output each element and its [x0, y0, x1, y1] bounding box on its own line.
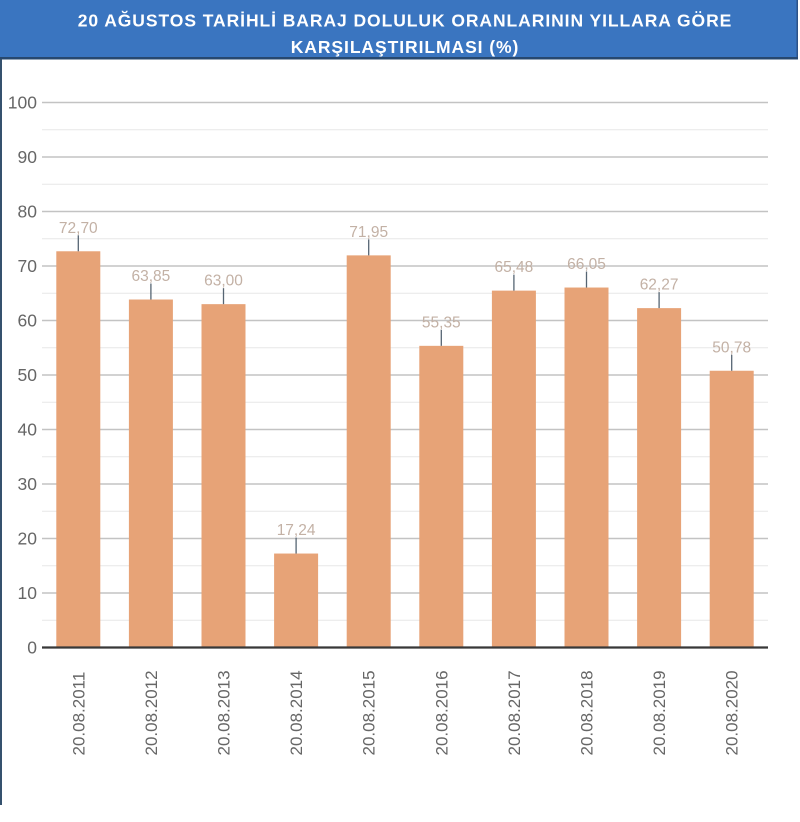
svg-text:20.08.2016: 20.08.2016 [432, 670, 451, 755]
svg-text:71,95: 71,95 [349, 224, 388, 241]
svg-text:20.08.2018: 20.08.2018 [578, 670, 597, 755]
svg-text:0: 0 [27, 638, 37, 658]
svg-text:20.08.2012: 20.08.2012 [142, 670, 161, 755]
svg-text:20.08.2014: 20.08.2014 [287, 670, 306, 755]
svg-text:20.08.2011: 20.08.2011 [69, 672, 88, 756]
svg-text:20: 20 [18, 529, 38, 549]
svg-text:66,05: 66,05 [567, 256, 606, 273]
svg-text:17,24: 17,24 [277, 522, 316, 539]
svg-text:80: 80 [18, 202, 38, 222]
svg-text:63,85: 63,85 [132, 268, 171, 285]
svg-text:55,35: 55,35 [422, 314, 461, 331]
svg-text:65,48: 65,48 [495, 259, 534, 276]
svg-text:20 AĞUSTOS TARİHLİ BARAJ DOLUL: 20 AĞUSTOS TARİHLİ BARAJ DOLULUK ORANLAR… [78, 10, 733, 31]
svg-text:62,27: 62,27 [640, 277, 679, 294]
svg-text:72,70: 72,70 [59, 220, 98, 237]
svg-text:40: 40 [18, 420, 38, 440]
svg-text:50,78: 50,78 [712, 339, 751, 356]
svg-text:60: 60 [18, 311, 38, 331]
svg-text:50: 50 [18, 365, 38, 385]
svg-text:20.08.2019: 20.08.2019 [650, 670, 669, 755]
svg-text:100: 100 [8, 93, 37, 113]
svg-text:70: 70 [18, 256, 38, 276]
svg-text:30: 30 [18, 474, 38, 494]
svg-text:63,00: 63,00 [204, 273, 243, 290]
svg-text:20.08.2020: 20.08.2020 [723, 670, 742, 755]
svg-text:KARŞILAŞTIRILMASI (%): KARŞILAŞTIRILMASI (%) [291, 37, 520, 57]
svg-text:20.08.2015: 20.08.2015 [360, 670, 379, 755]
svg-text:90: 90 [18, 147, 38, 167]
svg-text:20.08.2017: 20.08.2017 [505, 670, 524, 755]
svg-text:20.08.2013: 20.08.2013 [215, 670, 234, 755]
svg-text:10: 10 [18, 583, 38, 603]
